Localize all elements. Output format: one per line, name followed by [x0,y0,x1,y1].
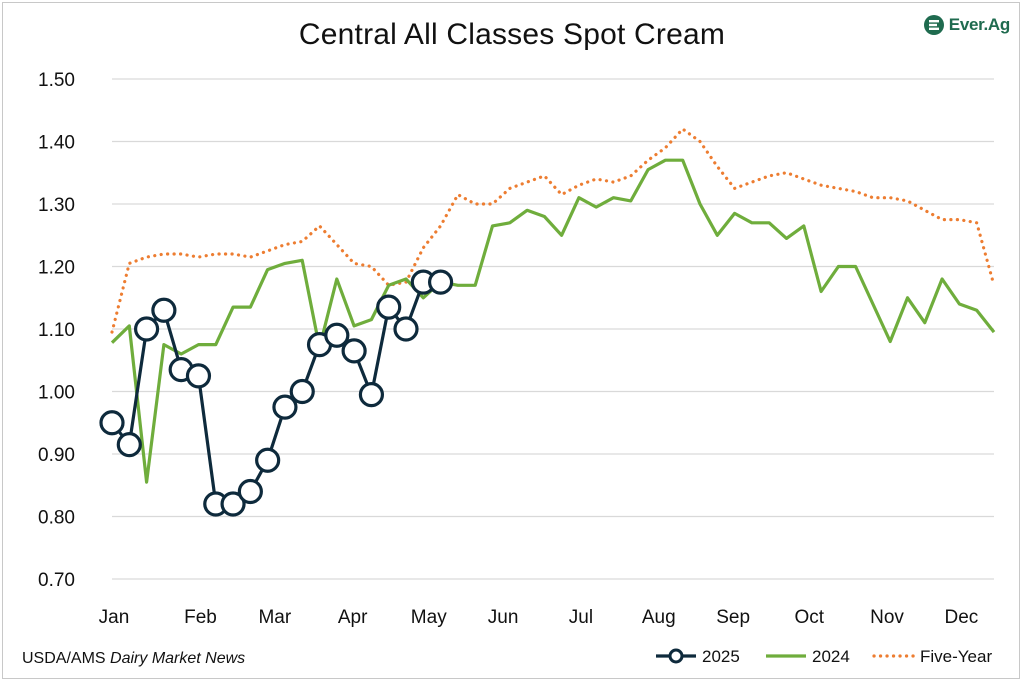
ever-ag-logo: Ever.Ag [923,14,1010,36]
x-axis-tick-labels: Jan Feb Mar Apr May Jun Jul Aug Sep Oct Nov Dec [99,607,979,628]
data-point-2025 [237,478,263,505]
x-tick-label: Oct [794,607,824,628]
data-point-2025 [99,410,125,436]
data-point-2025 [289,378,315,405]
x-tick-label: Jul [569,607,593,628]
data-point-2025 [220,491,246,517]
data-point-2025 [255,447,281,473]
data-point-2025 [393,316,419,342]
legend-label-2025: 2025 [702,647,740,666]
gridlines [112,78,994,580]
logo-text: Ever.Ag [948,15,1011,34]
data-point-2025 [358,382,385,408]
y-tick-label: 0.90 [38,445,75,466]
x-tick-label: Apr [338,607,368,628]
y-tick-label: 1.50 [38,70,75,91]
legend-label-2024: 2024 [812,647,850,666]
data-point-2025 [185,363,212,389]
x-tick-label: Feb [184,607,217,628]
data-point-2025 [151,297,177,323]
data-point-2025 [376,294,402,320]
ever-ag-logo-icon [923,15,944,35]
data-point-2025 [341,338,367,364]
legend: 2025 2024 Five-Year [656,647,992,666]
y-tick-label: 1.40 [38,133,75,154]
x-tick-label: Aug [642,607,676,628]
data-point-2025 [427,269,454,295]
y-tick-label: 0.80 [38,508,75,529]
data-point-2025 [272,394,298,420]
legend-marker-2025 [668,648,684,664]
y-tick-label: 1.10 [38,320,75,341]
legend-label-five-year: Five-Year [920,647,992,666]
chart-title: Central All Classes Spot Cream [298,18,726,51]
y-tick-label: 1.00 [38,383,75,404]
x-tick-label: Sep [716,607,750,628]
series-lines [110,126,996,506]
source-prefix: USDA/AMS [22,650,106,667]
x-tick-label: Mar [258,607,291,628]
series-markers [99,269,454,517]
y-tick-label: 0.70 [38,570,75,591]
x-tick-label: Dec [945,607,979,628]
x-tick-label: May [411,607,447,628]
y-tick-label: 1.30 [38,195,75,216]
data-point-2025 [133,316,160,342]
y-tick-label: 1.20 [38,258,75,279]
series-line-2024 [110,158,996,484]
data-point-2025 [116,432,142,458]
source-italic: Dairy Market News [110,650,246,667]
source-note: USDA/AMS Dairy Market News [22,650,245,668]
y-axis-tick-labels: 0.70 0.80 0.90 1.00 1.10 1.20 1.30 1.40 1.50 [38,70,75,591]
data-point-2025 [324,322,350,348]
x-tick-label: Jan [99,607,130,628]
x-tick-label: Jun [488,607,519,628]
x-tick-label: Nov [870,607,904,628]
series-line-five-year [110,126,996,334]
